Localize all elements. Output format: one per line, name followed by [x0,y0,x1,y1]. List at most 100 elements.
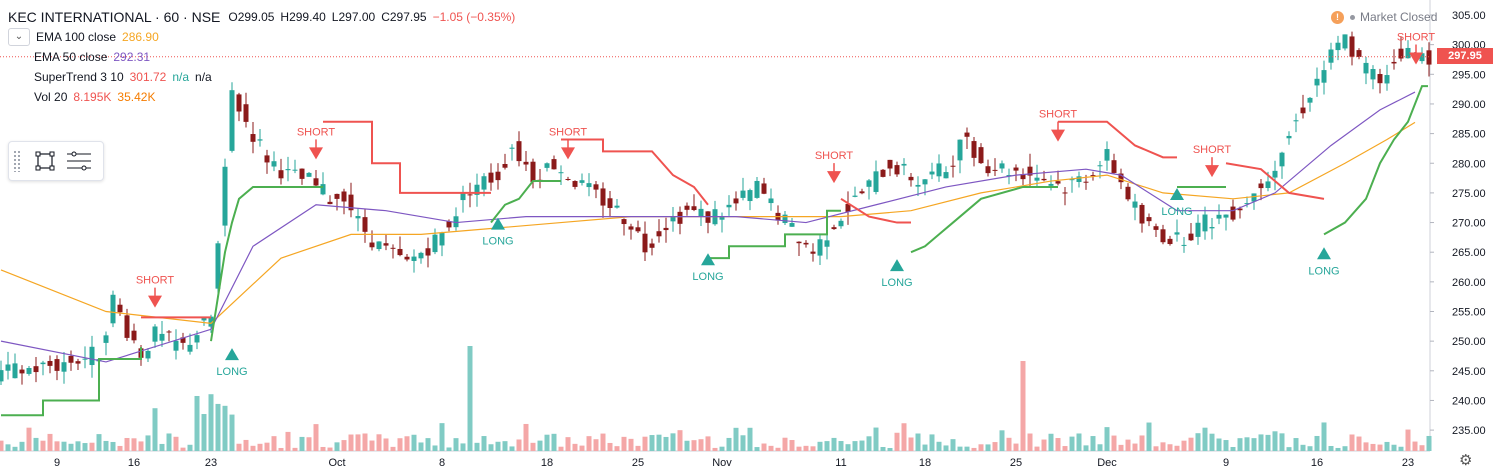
volume-bar [138,441,144,451]
candle-body [1076,176,1082,182]
indicator-row-ema50[interactable]: EMA 50 close 292.31 [34,47,515,67]
volume-bar [131,438,137,451]
volume-bar [964,446,970,451]
volume-bar [831,437,837,451]
lines-tool-icon[interactable] [65,147,93,175]
short-signal-label: SHORT [815,150,854,162]
candle-body [649,243,655,248]
market-status[interactable]: ! Market Closed [1331,10,1437,24]
x-tick-label: 18 [919,457,931,469]
x-tick-label: 9 [1223,457,1229,469]
volume-bar [1244,437,1250,451]
long-signal-arrow [491,217,505,230]
candle-body [1069,179,1075,181]
candle-body [285,169,291,171]
candle-body [1125,186,1131,200]
volume-bar [754,447,760,451]
supertrend-line [1225,162,1325,200]
volume-bar [929,434,935,451]
volume-bar [159,443,165,451]
supertrend-line [708,209,841,260]
candle-body [1279,152,1285,167]
volume-bar [243,439,249,451]
candle-body [929,171,935,175]
indicator-row-supertrend[interactable]: SuperTrend 3 10 301.72 n/a n/a [34,67,515,87]
volume-bar [166,433,172,451]
indicator-row-volume[interactable]: Vol 20 8.195K 35.42K [34,87,515,107]
long-signal-arrow [225,348,239,361]
symbol-title[interactable]: KEC INTERNATIONAL · 60 · NSE [8,9,221,25]
volume-bar [1349,434,1355,451]
volume-bar [677,430,683,451]
y-tick-label: 295.00 [1452,69,1486,81]
candle-body [355,216,361,219]
short-signal-label: SHORT [1193,144,1232,156]
candle-body [635,227,641,232]
short-signal-label: SHORT [1039,109,1078,121]
candle-body [873,171,879,192]
drawing-toolbox[interactable] [8,141,104,181]
volume-bar [1321,422,1327,451]
candle-body [187,344,193,352]
candle-body [1181,244,1187,246]
volume-bar [1405,429,1411,451]
y-tick-label: 285.00 [1452,129,1486,141]
volume-bar [222,405,228,451]
volume-bar [40,440,46,451]
candle-body [586,183,592,188]
candle-body [264,155,270,163]
candle-body [418,252,424,259]
indicator-name: EMA 50 close [34,50,108,64]
volume-bar [1069,436,1075,451]
volume-bar [12,446,18,451]
volume-bar [740,435,746,451]
volume-bar [747,427,753,451]
volume-bar [425,438,431,451]
volume-bar [1307,446,1313,451]
volume-bar [89,442,95,451]
volume-bar [530,442,536,451]
volume-bar [1223,440,1229,451]
market-status-label: Market Closed [1360,10,1438,24]
candle-body [614,205,620,208]
candle-body [1384,75,1390,84]
volume-bar [173,436,179,451]
candle-body [642,233,648,253]
volume-bar [691,440,697,451]
grip-handle[interactable] [13,150,21,172]
volume-bar [201,414,207,451]
volume-bar [502,441,508,451]
gear-icon[interactable]: ⚙ [1459,452,1473,469]
chevron-down-icon[interactable]: ⌄ [8,28,30,46]
candle-body [166,331,172,333]
volume-bar [75,441,81,451]
volume-bar [481,436,487,451]
y-tick-label: 235.00 [1452,425,1486,437]
volume-bar [761,443,767,451]
volume-bar [124,437,130,451]
volume-bar [47,433,53,451]
indicator-row-ema100[interactable]: ⌄ EMA 100 close 286.90 [8,27,515,47]
volume-bar [621,436,627,451]
candle-body [1146,217,1152,222]
candle-body [411,256,417,261]
volume-bar [1202,427,1208,451]
candle-body [551,159,557,170]
volume-bar [607,442,613,451]
candle-body [313,178,319,186]
candle-body [698,208,704,217]
volume-bar [1370,443,1376,451]
candle-body [1209,227,1215,229]
volume-bar [684,440,690,451]
rectangle-tool-icon[interactable] [31,147,59,175]
indicator-name: Vol 20 [34,90,68,104]
candle-body [838,220,844,227]
candle-body [1027,166,1033,176]
volume-bar [698,439,704,451]
candle-body [607,198,613,208]
volume-bar [880,446,886,451]
volume-bar [1293,438,1299,451]
volume-bar [950,439,956,451]
candle-body [117,304,123,313]
